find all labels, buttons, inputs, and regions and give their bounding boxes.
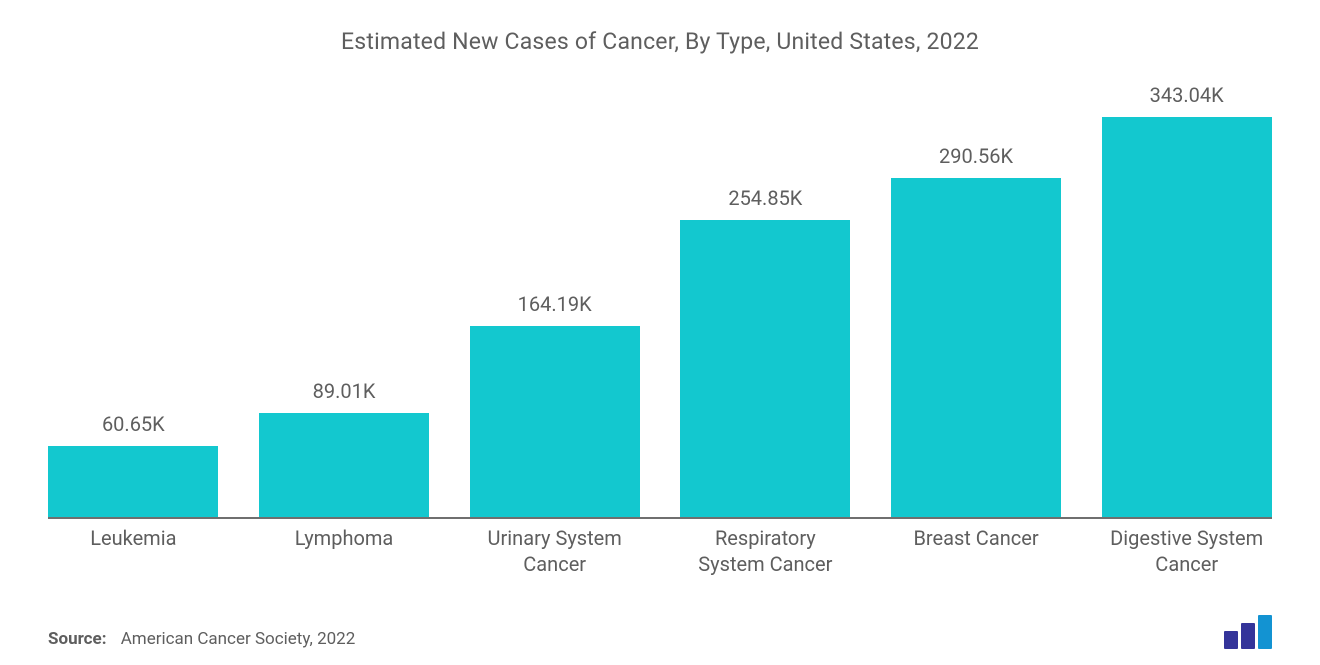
bar-group: 343.04K <box>1101 83 1272 517</box>
brand-logo-icon <box>1224 615 1272 649</box>
bar <box>48 446 218 517</box>
bar <box>470 326 640 518</box>
source-label: Source: <box>48 629 106 649</box>
chart-title: Estimated New Cases of Cancer, By Type, … <box>48 28 1272 55</box>
logo-bar <box>1241 623 1255 649</box>
bar-value-label: 89.01K <box>313 379 376 403</box>
category-label: Breast Cancer <box>891 525 1062 577</box>
source-text: American Cancer Society, 2022 <box>121 629 356 649</box>
bar-value-label: 254.85K <box>728 186 802 210</box>
category-label: Leukemia <box>48 525 219 577</box>
bar-value-label: 164.19K <box>518 292 592 316</box>
bar <box>891 178 1061 517</box>
bar <box>680 220 850 517</box>
bar-group: 290.56K <box>891 83 1062 517</box>
logo-bar <box>1258 615 1272 649</box>
bar-group: 254.85K <box>680 83 851 517</box>
bar <box>1102 117 1272 517</box>
bar-group: 89.01K <box>259 83 430 517</box>
bar-value-label: 60.65K <box>102 412 165 436</box>
bar-group: 60.65K <box>48 83 219 517</box>
category-label: Urinary System Cancer <box>469 525 640 577</box>
category-label: Respiratory System Cancer <box>680 525 851 577</box>
bar-group: 164.19K <box>469 83 640 517</box>
bar-value-label: 343.04K <box>1150 83 1224 107</box>
logo-bar <box>1224 631 1238 649</box>
category-label: Digestive System Cancer <box>1101 525 1272 577</box>
bar-value-label: 290.56K <box>939 144 1013 168</box>
chart-footer: Source: American Cancer Society, 2022 <box>48 607 1272 649</box>
chart-container: Estimated New Cases of Cancer, By Type, … <box>0 0 1320 665</box>
bar <box>259 413 429 517</box>
source-citation: Source: American Cancer Society, 2022 <box>48 629 355 649</box>
category-label: Lymphoma <box>259 525 430 577</box>
category-labels-row: Leukemia Lymphoma Urinary System Cancer Res… <box>48 519 1272 577</box>
plot-area: 60.65K 89.01K 164.19K 254.85K 290.56K 343.04K <box>48 63 1272 519</box>
